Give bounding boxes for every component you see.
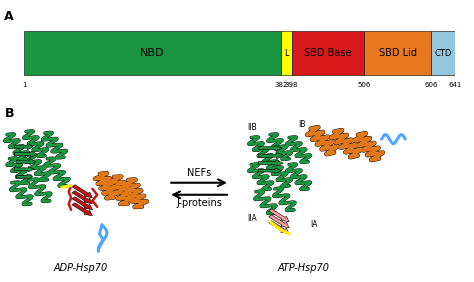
Polygon shape xyxy=(72,185,92,198)
Polygon shape xyxy=(17,159,36,165)
Text: CTD: CTD xyxy=(435,49,452,58)
Text: IIA: IIA xyxy=(247,214,257,223)
Text: SBD Base: SBD Base xyxy=(304,48,352,58)
Text: NBD: NBD xyxy=(140,48,165,58)
Text: A: A xyxy=(4,10,14,23)
Polygon shape xyxy=(269,221,289,234)
Text: 382: 382 xyxy=(274,82,287,88)
Polygon shape xyxy=(14,166,34,172)
Polygon shape xyxy=(269,209,289,222)
Bar xyxy=(281,31,292,75)
Text: IA: IA xyxy=(310,220,318,229)
Text: 606: 606 xyxy=(425,82,438,88)
Polygon shape xyxy=(14,144,33,150)
Polygon shape xyxy=(17,174,32,179)
Polygon shape xyxy=(72,191,92,204)
Bar xyxy=(292,31,364,75)
Text: 506: 506 xyxy=(357,82,371,88)
Text: 641: 641 xyxy=(448,82,462,88)
Text: B: B xyxy=(5,107,14,120)
Polygon shape xyxy=(14,151,38,157)
Text: L: L xyxy=(284,49,289,58)
Text: SBD Lid: SBD Lid xyxy=(379,48,417,58)
Polygon shape xyxy=(258,145,282,151)
Text: 398: 398 xyxy=(285,82,298,88)
Polygon shape xyxy=(258,168,282,173)
Text: ADP-Hsp70: ADP-Hsp70 xyxy=(54,263,108,273)
Bar xyxy=(431,31,455,75)
Text: 1: 1 xyxy=(22,82,27,88)
Bar xyxy=(364,31,431,75)
Polygon shape xyxy=(269,215,289,228)
Text: NEFs: NEFs xyxy=(187,168,211,178)
Polygon shape xyxy=(72,203,92,216)
Text: IB: IB xyxy=(299,120,306,129)
Polygon shape xyxy=(258,153,284,159)
Text: J-proteins: J-proteins xyxy=(176,198,222,208)
Polygon shape xyxy=(258,160,283,166)
Text: ATP-Hsp70: ATP-Hsp70 xyxy=(277,263,329,273)
Text: IIB: IIB xyxy=(247,123,257,132)
Bar xyxy=(24,31,281,75)
Polygon shape xyxy=(72,197,92,210)
